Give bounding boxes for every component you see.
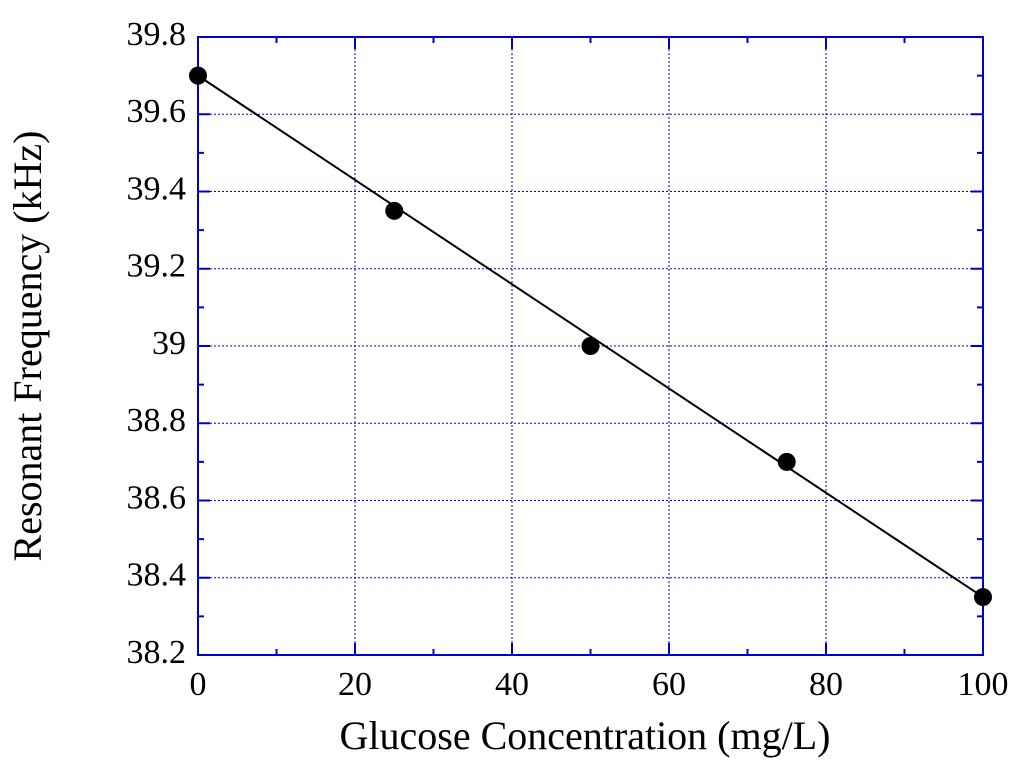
y-tick-label: 38.4 [127, 557, 187, 594]
x-tick-label: 0 [190, 666, 207, 703]
y-tick-label: 39.8 [127, 16, 187, 53]
data-point [777, 452, 796, 471]
plot-frame [197, 36, 984, 656]
data-point [189, 66, 207, 85]
x-tick-label: 40 [495, 666, 529, 703]
data-point [974, 588, 992, 607]
data-point [581, 337, 600, 355]
x-tick-label: 60 [652, 666, 686, 703]
x-tick-label: 100 [958, 666, 1009, 703]
y-tick-label: 39.4 [127, 170, 187, 207]
x-tick-label: 80 [809, 666, 843, 703]
x-axis-label: Glucose Concentration (mg/L) [340, 713, 831, 758]
y-tick-label: 39.2 [127, 248, 187, 285]
y-tick-label: 39 [152, 325, 186, 362]
x-tick-label: 20 [338, 666, 372, 703]
y-tick-label: 39.6 [127, 93, 187, 130]
fit-line [197, 74, 984, 598]
y-tick-label: 38.6 [127, 479, 187, 516]
y-tick-label: 38.8 [127, 402, 187, 439]
data-point [385, 201, 404, 220]
y-axis-label: Resonant Frequency (kHz) [5, 131, 50, 562]
y-tick-label: 38.2 [127, 634, 187, 671]
